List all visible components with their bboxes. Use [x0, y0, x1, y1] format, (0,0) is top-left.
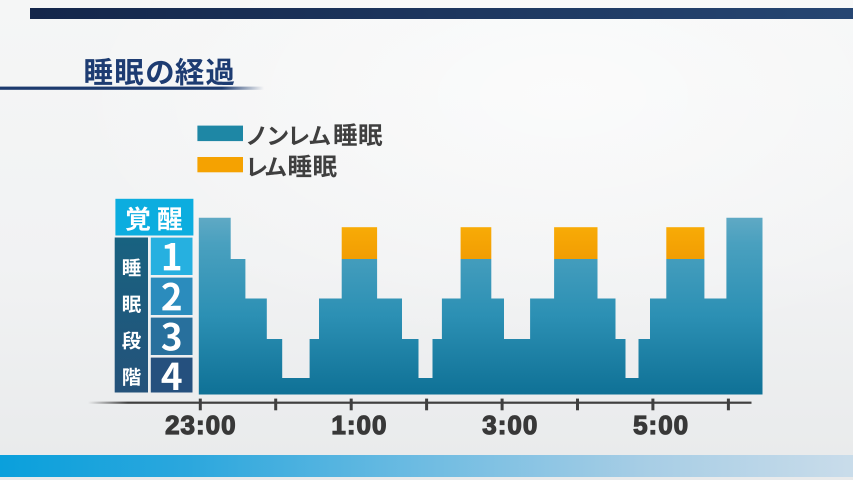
- svg-text:5:00: 5:00: [633, 410, 689, 440]
- svg-text:3:00: 3:00: [482, 410, 538, 440]
- svg-text:1:00: 1:00: [331, 410, 387, 440]
- svg-text:23:00: 23:00: [165, 410, 237, 440]
